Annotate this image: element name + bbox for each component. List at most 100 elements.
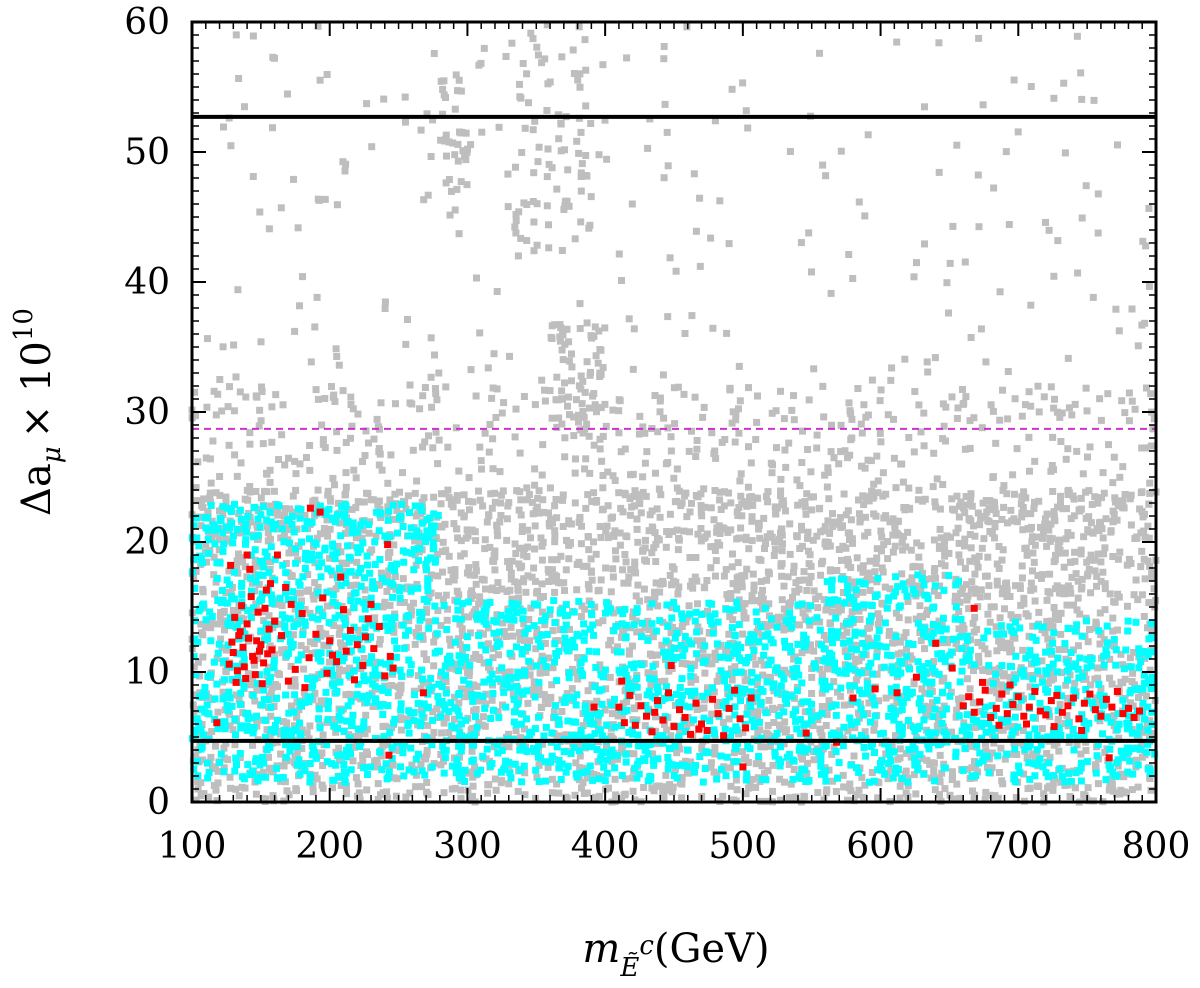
data-point <box>939 400 947 408</box>
data-point <box>464 145 471 153</box>
data-point <box>193 497 201 505</box>
data-point <box>889 548 897 556</box>
data-point <box>268 739 276 747</box>
data-point <box>686 508 694 516</box>
data-point <box>1054 549 1062 557</box>
data-point <box>575 382 583 390</box>
data-point <box>545 244 553 252</box>
data-point <box>887 376 895 384</box>
data-point <box>533 632 541 640</box>
data-point <box>610 532 618 540</box>
data-point <box>425 679 432 687</box>
data-point <box>874 477 882 485</box>
data-point <box>1114 790 1122 797</box>
data-point <box>384 627 392 634</box>
data-point <box>277 204 285 212</box>
data-point <box>888 692 896 700</box>
data-point <box>330 622 338 629</box>
data-point <box>481 429 489 437</box>
data-point <box>840 701 848 709</box>
data-point <box>862 513 869 521</box>
data-point <box>324 698 332 705</box>
data-point <box>406 789 414 797</box>
data-point <box>587 120 595 127</box>
data-point <box>489 435 497 443</box>
data-point <box>895 614 903 622</box>
data-point <box>400 644 408 652</box>
data-point <box>538 556 546 564</box>
data-point <box>331 614 339 622</box>
data-point <box>290 596 298 604</box>
data-point <box>752 660 760 668</box>
data-point <box>1074 269 1082 277</box>
data-point <box>538 59 546 67</box>
data-point <box>635 430 643 438</box>
data-point <box>575 418 582 426</box>
data-point <box>859 793 867 801</box>
data-point <box>599 61 607 69</box>
data-point <box>234 607 242 614</box>
data-point <box>357 582 365 590</box>
data-point <box>936 525 944 533</box>
data-point <box>862 493 870 501</box>
data-point <box>493 526 501 534</box>
data-point <box>1097 558 1105 566</box>
data-point <box>1101 585 1109 593</box>
data-point <box>901 770 909 778</box>
data-point <box>1057 630 1065 638</box>
data-point <box>484 624 492 632</box>
data-point <box>190 663 198 671</box>
data-point <box>437 751 445 758</box>
data-point <box>323 602 331 610</box>
data-point <box>893 38 901 46</box>
data-point <box>215 536 223 544</box>
data-point <box>796 482 804 490</box>
data-point <box>463 181 471 189</box>
data-point <box>254 532 262 539</box>
data-point <box>561 379 568 387</box>
data-point <box>629 787 637 795</box>
data-point <box>301 698 309 706</box>
data-point <box>611 527 619 535</box>
data-point <box>397 763 404 771</box>
data-point <box>904 528 912 536</box>
data-point <box>821 471 829 479</box>
data-point <box>825 697 833 705</box>
data-point <box>1067 589 1075 597</box>
data-point <box>475 697 483 705</box>
data-point <box>852 791 860 799</box>
data-point <box>357 565 365 573</box>
data-point <box>582 66 590 74</box>
data-point <box>713 677 721 685</box>
data-point <box>479 721 487 729</box>
data-point <box>352 581 360 589</box>
data-point <box>796 545 804 552</box>
data-point <box>986 497 994 505</box>
data-point <box>469 498 477 506</box>
data-point <box>231 500 238 508</box>
data-point <box>592 794 599 802</box>
data-point <box>213 559 221 567</box>
data-point <box>945 549 953 557</box>
data-point <box>424 587 432 594</box>
data-point <box>670 474 678 482</box>
data-point <box>1006 641 1014 648</box>
data-point <box>1079 470 1087 478</box>
data-point <box>353 691 361 699</box>
data-point <box>430 493 438 501</box>
data-point <box>615 489 623 497</box>
data-point <box>240 650 247 658</box>
data-point <box>267 543 275 551</box>
data-point <box>945 309 952 317</box>
data-point <box>316 76 324 84</box>
data-point <box>1114 141 1121 149</box>
data-point <box>959 386 966 393</box>
data-point <box>1111 498 1119 506</box>
data-point <box>984 592 991 600</box>
data-point <box>334 602 342 610</box>
data-point <box>610 609 618 617</box>
data-point <box>626 624 634 632</box>
data-point <box>350 743 358 751</box>
data-point <box>711 117 719 125</box>
data-point <box>992 439 1000 447</box>
